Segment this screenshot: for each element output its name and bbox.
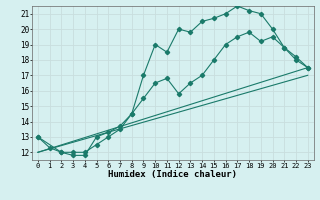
X-axis label: Humidex (Indice chaleur): Humidex (Indice chaleur) [108,170,237,179]
